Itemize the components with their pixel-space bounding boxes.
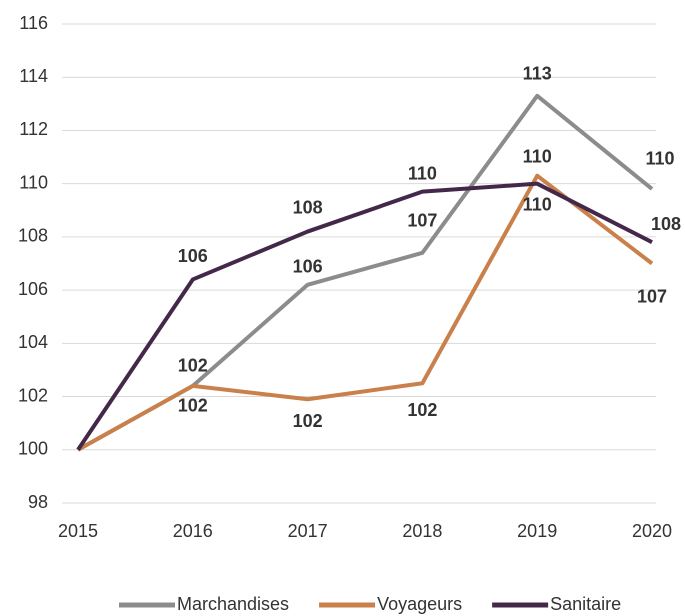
y-tick-label: 102 bbox=[18, 385, 48, 405]
data-label: 110 bbox=[523, 194, 552, 214]
y-tick-label: 112 bbox=[19, 119, 48, 139]
y-tick-label: 100 bbox=[18, 439, 48, 459]
data-label: 102 bbox=[407, 400, 437, 420]
data-label: 107 bbox=[637, 286, 667, 306]
y-tick-label: 116 bbox=[19, 13, 48, 33]
x-tick-label: 2018 bbox=[402, 521, 442, 541]
data-label: 107 bbox=[407, 211, 437, 231]
x-tick-label: 2020 bbox=[632, 521, 672, 541]
series-line bbox=[76, 181, 653, 451]
legend-label: Voyageurs bbox=[377, 594, 462, 614]
data-label: 110 bbox=[408, 163, 437, 183]
data-label: 108 bbox=[293, 197, 323, 217]
y-tick-label: 110 bbox=[19, 172, 48, 192]
x-tick-label: 2015 bbox=[58, 521, 98, 541]
data-label: 102 bbox=[293, 411, 323, 431]
y-tick-label: 104 bbox=[18, 332, 48, 352]
data-label: 110 bbox=[645, 149, 674, 169]
x-tick-label: 2016 bbox=[173, 521, 213, 541]
legend-label: Sanitaire bbox=[550, 594, 621, 614]
data-label: 102 bbox=[178, 396, 208, 416]
data-label: 110 bbox=[523, 146, 552, 166]
data-label: 113 bbox=[523, 64, 552, 84]
data-label: 106 bbox=[178, 246, 208, 266]
data-label: 106 bbox=[293, 257, 323, 277]
y-tick-label: 106 bbox=[18, 279, 48, 299]
y-tick-label: 108 bbox=[18, 226, 48, 246]
series-line bbox=[77, 173, 654, 452]
x-tick-label: 2017 bbox=[288, 521, 328, 541]
data-label: 108 bbox=[651, 214, 681, 234]
y-tick-label: 98 bbox=[28, 492, 48, 512]
data-label: 102 bbox=[178, 356, 208, 376]
x-tick-label: 2019 bbox=[517, 521, 557, 541]
y-tick-label: 114 bbox=[19, 66, 48, 86]
legend-label: Marchandises bbox=[177, 594, 289, 614]
